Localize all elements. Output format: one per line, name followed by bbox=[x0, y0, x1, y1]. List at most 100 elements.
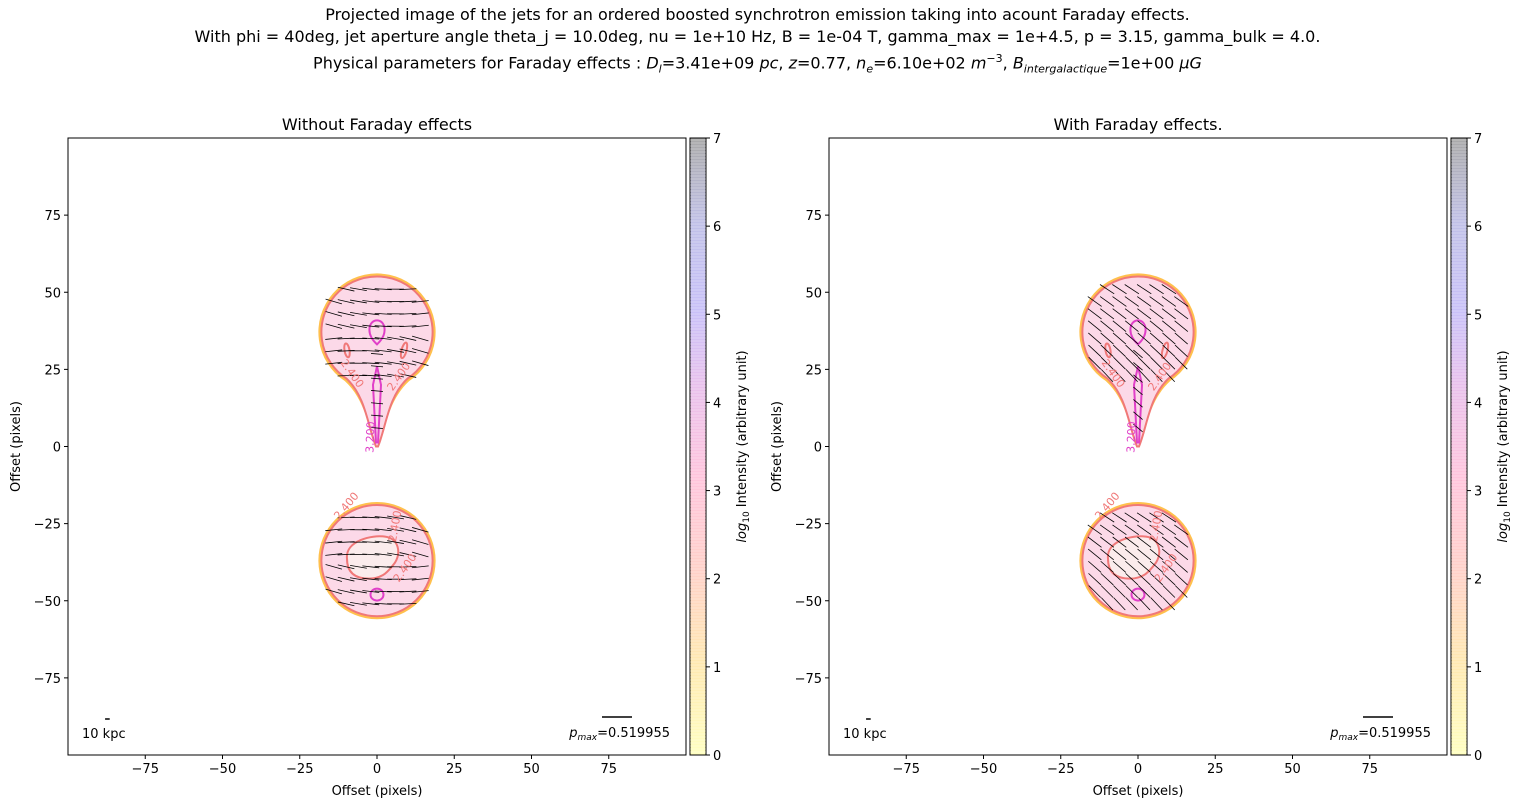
polarization-vector bbox=[362, 590, 380, 593]
figure-title-line2: With phi = 40deg, jet aperture angle the… bbox=[194, 27, 1321, 46]
colorbar-label-text: Intensity (arbitrary unit) bbox=[1496, 350, 1511, 511]
polarization-vector bbox=[350, 577, 367, 581]
polarization-vector bbox=[1149, 548, 1164, 561]
polarization-vector bbox=[1100, 356, 1114, 370]
y-axis-label: Offset (pixels) bbox=[9, 401, 24, 492]
polarization-vector bbox=[1112, 284, 1127, 295]
polarization-vector bbox=[1137, 356, 1151, 370]
faraday-param-dl: =3.41e+09 bbox=[661, 53, 760, 73]
y-tick-label: −25 bbox=[795, 518, 822, 533]
polarization-vector bbox=[1174, 536, 1189, 548]
polarization-vector bbox=[1138, 369, 1151, 383]
pmax-symbol: p bbox=[568, 726, 577, 741]
polarization-vector bbox=[399, 578, 417, 580]
polarization-vector bbox=[370, 390, 384, 392]
polarization-vector bbox=[1174, 320, 1189, 332]
polarization-vector bbox=[387, 527, 404, 532]
polarization-vector bbox=[1124, 536, 1139, 548]
polarization-vector bbox=[325, 311, 343, 317]
x-tick-label: 0 bbox=[1134, 762, 1142, 777]
polarization-vector bbox=[1150, 344, 1164, 357]
polarization-vector bbox=[337, 564, 355, 570]
polarization-vector bbox=[1124, 548, 1139, 561]
polarization-vector bbox=[1162, 585, 1176, 598]
y-tick-label: 0 bbox=[814, 441, 822, 456]
subplot-title: Without Faraday effects bbox=[282, 115, 472, 134]
faraday-param-b: =1e+00 bbox=[1107, 53, 1180, 73]
polarization-vector bbox=[337, 323, 355, 329]
polarization-vector bbox=[325, 564, 343, 570]
polarization-vector bbox=[325, 588, 343, 595]
polarization-vector bbox=[1138, 597, 1151, 611]
polarization-vector bbox=[1136, 512, 1152, 523]
polarization-vector bbox=[411, 324, 429, 328]
polarization-vector bbox=[325, 528, 343, 532]
polarization-vector bbox=[1088, 560, 1102, 573]
polarization-vector bbox=[1137, 308, 1152, 320]
faraday-param-ne: =6.10e+02 bbox=[873, 53, 971, 73]
polarization-vector bbox=[325, 349, 343, 353]
polarization-vector bbox=[374, 361, 392, 365]
polarization-vector bbox=[1100, 560, 1114, 573]
jet-upper-lobe bbox=[320, 275, 434, 448]
polarization-vector bbox=[1174, 296, 1189, 307]
colorbar-tick-label: 1 bbox=[713, 661, 721, 676]
y-tick-label: 50 bbox=[805, 286, 822, 301]
colorbar-tick-label: 5 bbox=[713, 308, 721, 323]
polarization-vector bbox=[337, 311, 355, 317]
polarization-vector bbox=[399, 288, 417, 291]
colorbar-tick-label: 3 bbox=[1474, 485, 1482, 500]
polarization-vector bbox=[370, 365, 384, 368]
polarization-vector bbox=[411, 551, 429, 558]
polarization-vector bbox=[1087, 320, 1102, 332]
polarization-vector bbox=[1161, 512, 1177, 523]
polarization-vector bbox=[387, 373, 404, 378]
contour-peak-upper bbox=[368, 319, 386, 346]
y-tick-label: 75 bbox=[44, 209, 61, 224]
polarization-vector bbox=[350, 324, 367, 329]
x-tick-label: −75 bbox=[893, 762, 920, 777]
polarization-vector bbox=[411, 577, 429, 581]
polarization-vector bbox=[411, 360, 429, 366]
polarization-vector bbox=[325, 576, 343, 582]
polarization-vector bbox=[1112, 512, 1127, 523]
polarization-vector bbox=[1113, 369, 1126, 383]
polarization-vector bbox=[374, 337, 392, 340]
polarization-vector bbox=[1087, 548, 1102, 561]
polarization-vector bbox=[362, 337, 380, 340]
polarization-vector bbox=[1088, 344, 1102, 357]
colorbar-tick-label: 7 bbox=[1474, 132, 1482, 147]
polarization-vector bbox=[362, 565, 380, 569]
faraday-params-prefix: Physical parameters for Faraday effects … bbox=[313, 53, 647, 73]
polarization-vector bbox=[399, 360, 417, 366]
y-tick-label: 25 bbox=[44, 363, 61, 378]
pmax-subscript: max bbox=[577, 733, 597, 743]
polarization-vector bbox=[1150, 597, 1163, 611]
polarization-vector bbox=[1099, 296, 1115, 307]
polarization-vector bbox=[387, 361, 404, 366]
polarization-vector bbox=[411, 348, 429, 354]
polarization-vector bbox=[1133, 349, 1143, 359]
polarization-vector bbox=[1124, 284, 1140, 295]
x-tick-label: 50 bbox=[523, 762, 540, 777]
polarization-vector bbox=[1125, 597, 1138, 611]
polarization-vector bbox=[1088, 573, 1102, 586]
x-tick-label: 50 bbox=[1284, 762, 1301, 777]
polarization-vector bbox=[399, 539, 417, 545]
polarization-vector bbox=[1113, 356, 1126, 370]
x-tick-label: 25 bbox=[1207, 762, 1224, 777]
polarization-vector bbox=[350, 589, 367, 594]
polarization-vector bbox=[399, 336, 417, 341]
polarization-vector bbox=[1150, 585, 1163, 598]
polarization-vector bbox=[1088, 585, 1102, 598]
contour-peak-lower bbox=[369, 587, 385, 602]
polarization-vector bbox=[362, 300, 380, 303]
polarization-vector bbox=[350, 564, 367, 569]
polarization-vector bbox=[1162, 356, 1176, 370]
polarization-vector bbox=[1099, 284, 1115, 295]
polarization-vector bbox=[1149, 308, 1164, 320]
polarization-vector bbox=[1087, 296, 1102, 307]
pmax-label: pmax=0.519955 bbox=[1329, 726, 1431, 743]
colorbar-label: log10 Intensity (arbitrary unit) bbox=[1496, 350, 1513, 542]
